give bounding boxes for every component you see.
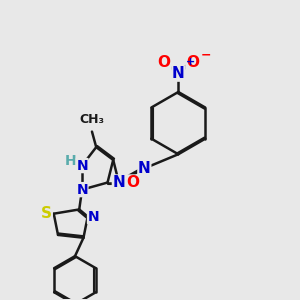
Text: CH₃: CH₃ <box>80 113 104 126</box>
Text: N: N <box>88 209 99 224</box>
Text: N: N <box>172 66 185 81</box>
Text: −: − <box>201 48 211 61</box>
Text: H: H <box>65 154 76 168</box>
Text: N: N <box>76 159 88 172</box>
Text: +: + <box>185 57 195 67</box>
Text: N: N <box>112 175 125 190</box>
Text: O: O <box>158 55 171 70</box>
Text: S: S <box>41 206 52 221</box>
Text: O: O <box>186 55 199 70</box>
Text: O: O <box>127 175 140 190</box>
Text: N: N <box>76 183 88 196</box>
Text: N: N <box>138 161 151 176</box>
